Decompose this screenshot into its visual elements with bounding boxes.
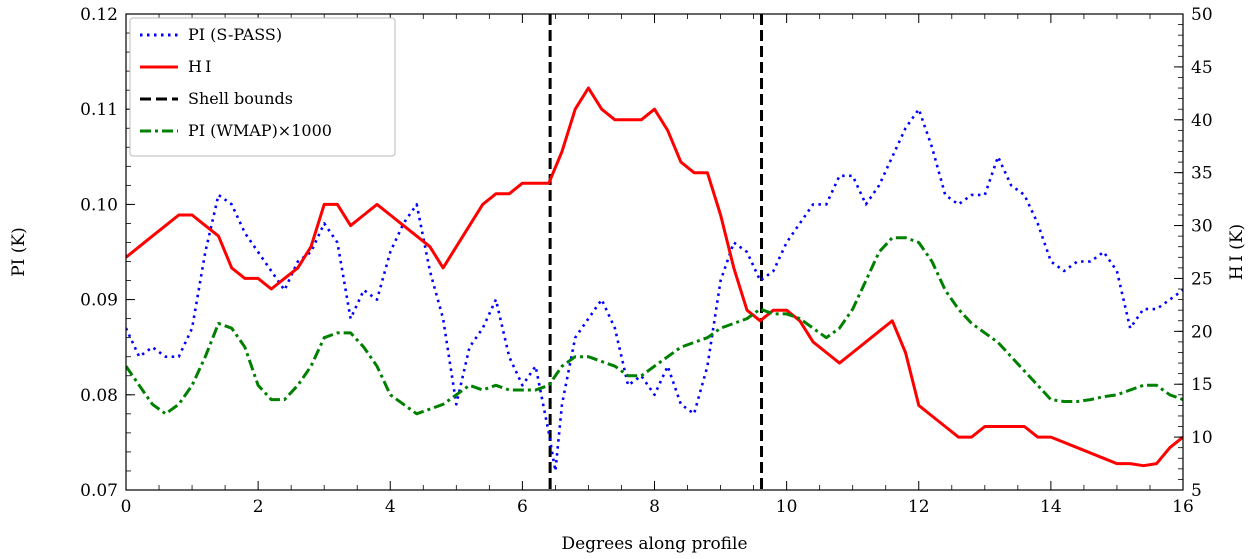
x-axis-title: Degrees along profile	[561, 534, 747, 554]
legend-label-2: H I	[188, 57, 211, 76]
legend: PI (S-PASS) H I Shell bounds PI (WMAP)×1000	[129, 17, 396, 157]
legend-label-4: PI (WMAP)×1000	[188, 121, 332, 140]
y-right-tick-label-4: 25	[1191, 269, 1213, 289]
x-tick-label-0: 0	[121, 497, 132, 517]
y-left-tick-label-2: 0.09	[80, 291, 118, 311]
data-lines	[126, 14, 1183, 490]
legend-label-1: PI (S-PASS)	[188, 25, 282, 44]
x-tick-label-5: 10	[776, 497, 798, 517]
y-right-tick-label-3: 20	[1191, 322, 1213, 342]
y-right-tick-label-1: 10	[1191, 428, 1213, 448]
legend-box	[129, 17, 396, 157]
y-right-tick-label-7: 40	[1191, 111, 1213, 131]
y-right-tick-label-5: 30	[1191, 217, 1213, 237]
y-right-tick-label-8: 45	[1191, 58, 1213, 78]
y-right-tick-label-6: 35	[1191, 164, 1213, 184]
y-left-tick-label-4: 0.11	[80, 100, 118, 120]
x-tick-label-4: 8	[649, 497, 660, 517]
y-left-tick-label-5: 0.12	[80, 5, 118, 25]
y-left-tick-label-0: 0.07	[80, 481, 118, 501]
y-right-axis-title: H I (K)	[1227, 224, 1247, 280]
x-tick-label-1: 2	[253, 497, 264, 517]
y-right-tick-label-9: 50	[1191, 5, 1213, 25]
axes-layer: 0 2 4 6 8 10 12 14 16 0.07 0.08 0.09 0.10 0.11 0.12 5 10…	[80, 5, 1213, 517]
series-line-3	[126, 236, 1183, 416]
plot-layer	[126, 14, 1183, 490]
x-tick-label-2: 4	[385, 497, 396, 517]
series-line-2	[126, 86, 1183, 468]
y-right-tick-label-0: 5	[1191, 481, 1202, 501]
x-tick-label-7: 14	[1040, 497, 1062, 517]
series-line-1	[126, 107, 1183, 473]
y-right-tick-label-2: 15	[1191, 375, 1213, 395]
y-left-tick-label-1: 0.08	[80, 386, 118, 406]
y-left-tick-label-3: 0.10	[80, 195, 118, 215]
legend-label-3: Shell bounds	[188, 89, 293, 108]
x-tick-label-8: 16	[1172, 497, 1194, 517]
x-tick-label-6: 12	[908, 497, 930, 517]
y-left-axis-title: PI (K)	[9, 227, 29, 277]
x-tick-label-3: 6	[517, 497, 528, 517]
